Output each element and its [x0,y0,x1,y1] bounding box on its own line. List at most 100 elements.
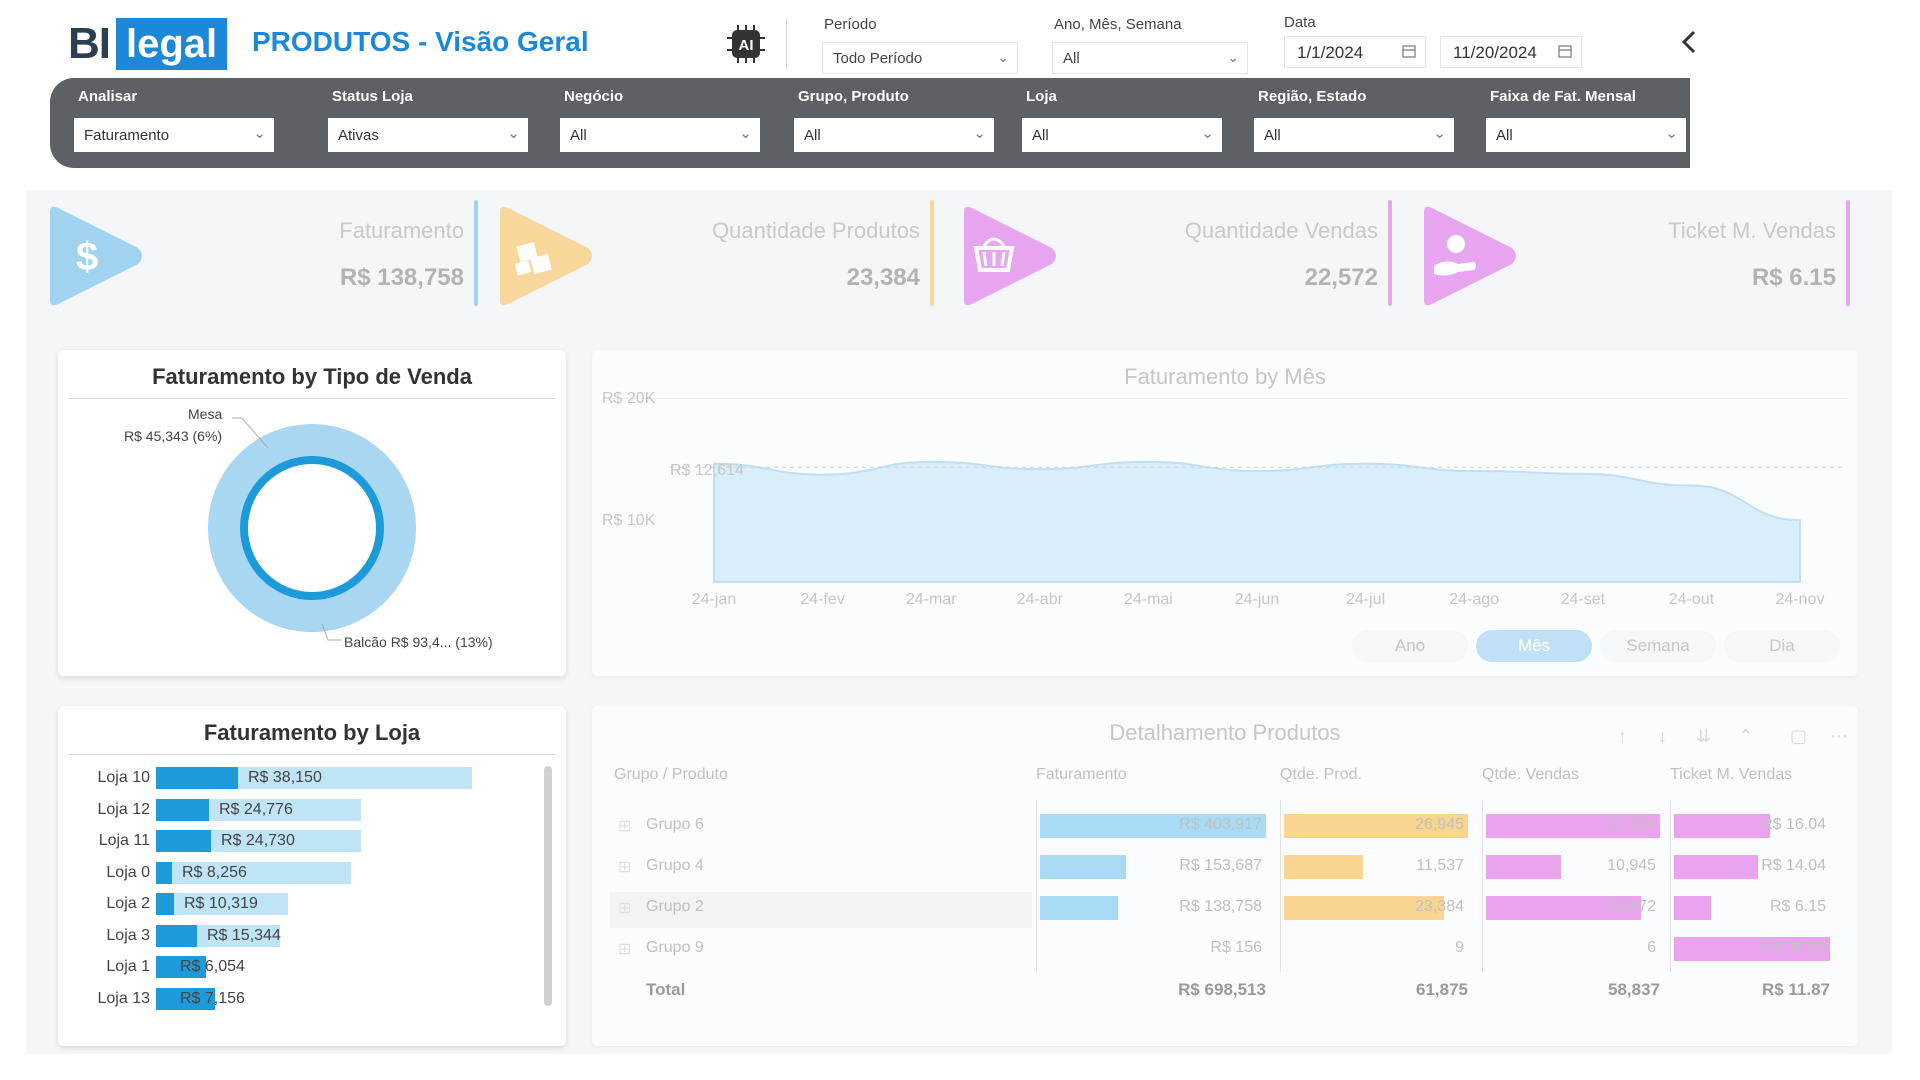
donut-slice-balcao[interactable] [208,424,416,632]
filter-label-negocio: Negócio [564,88,624,105]
hierarchy-icon[interactable]: ⌃ [1738,726,1754,746]
total-ticket: R$ 11.87 [1761,980,1830,999]
store-bar[interactable] [156,861,351,884]
periodo-select[interactable]: Todo Período ⌄ [822,42,1018,74]
chevron-down-icon: ⌄ [507,125,520,142]
more-options-icon[interactable]: ⋯ [1830,726,1848,746]
column-header-ticket[interactable]: Ticket M. Vendas [1670,766,1793,783]
date-end-value: 11/20/2024 [1453,43,1537,62]
cell-prod: 23,384 [1415,898,1464,915]
kpi-faturamento-title: Faturamento [339,218,464,243]
segment-semana[interactable]: Semana [1600,630,1716,662]
segment-dia[interactable]: Dia [1724,630,1840,662]
donut-chart[interactable] [204,420,420,636]
store-name: Loja 0 [106,863,150,881]
store-bar-highlight[interactable] [156,956,206,978]
filter-select-analisar[interactable]: Faturamento ⌄ [74,118,274,152]
expand-row-icon[interactable]: ⊞ [618,941,632,958]
column-header-grupo[interactable]: Grupo / Produto [614,766,728,783]
store-row[interactable]: Loja 3 R$ 15,344 [58,924,566,948]
store-bar-highlight[interactable] [156,830,211,852]
chevron-down-icon: ⌄ [997,49,1009,65]
x-tick-label: 24-mai [1124,591,1173,608]
kpi-qtd-produtos-title: Quantidade Produtos [712,218,920,243]
cell-ticket: R$ 14.04 [1761,857,1826,874]
donut-leader-line [321,623,342,641]
filter-value: All [570,127,587,144]
filter-select-negocio[interactable]: All ⌄ [560,118,760,152]
data-bar-prod [1284,855,1363,879]
filter-select-status-loja[interactable]: Ativas ⌄ [328,118,528,152]
segment-ano[interactable]: Ano [1352,630,1468,662]
store-row[interactable]: Loja 10 R$ 38,150 [58,766,566,790]
date-end-input[interactable]: 11/20/2024 [1440,36,1582,68]
x-tick-label: 24-mar [906,591,957,608]
store-bar-highlight[interactable] [156,987,215,1010]
date-start-input[interactable]: 1/1/2024 [1284,36,1426,68]
store-bar[interactable] [156,893,288,915]
column-header-qtde-prod[interactable]: Qtde. Prod. [1280,766,1362,783]
filter-select-regiao-estado[interactable]: All ⌄ [1254,118,1454,152]
expand-all-icon[interactable]: ⇊ [1696,726,1712,746]
chevron-down-icon: ⌄ [253,125,266,142]
store-name: Loja 3 [106,926,150,944]
store-bar-highlight[interactable] [156,767,238,789]
boxes-icon [500,206,592,306]
drill-down-icon[interactable]: ↓ [1658,726,1667,746]
filter-label-analisar: Analisar [78,88,138,105]
filter-label-status-loja: Status Loja [332,88,413,105]
store-bar-highlight[interactable] [156,893,174,915]
line-chart-title: Faturamento by Mês [1124,364,1326,389]
store-row[interactable]: Loja 0 R$ 8,256 [58,861,566,885]
data-bar-vendas [1486,814,1660,838]
column-divider [1036,800,1037,972]
page-title: PRODUTOS - Visão Geral [252,26,589,57]
data-label: Data [1284,14,1316,31]
store-name: Loja 10 [97,769,151,786]
ano-mes-semana-select[interactable]: All ⌄ [1052,42,1248,74]
column-header-faturamento[interactable]: Faturamento [1036,766,1127,783]
calendar-icon[interactable] [1401,43,1417,59]
store-bar-highlight[interactable] [156,798,209,821]
store-row[interactable]: Loja 11 R$ 24,730 [58,829,566,853]
expand-row-icon[interactable]: ⊞ [618,859,632,876]
date-start-value: 1/1/2024 [1297,43,1364,62]
store-row[interactable]: Loja 1 R$ 6,054 [58,955,566,979]
store-row[interactable]: Loja 12 R$ 24,776 [58,798,566,822]
store-bar-highlight[interactable] [156,861,172,884]
focus-mode-icon[interactable]: ▢ [1790,726,1808,746]
cell-fat: R$ 153,687 [1179,857,1262,874]
store-row[interactable]: Loja 2 R$ 10,319 [58,892,566,916]
area-series-faturamento[interactable] [713,460,1801,583]
column-header-qtde-vendas[interactable]: Qtde. Vendas [1482,766,1579,783]
periodo-value: Todo Período [833,50,923,67]
kpi-ticket-value: R$ 6.15 [1751,264,1836,291]
filter-select-loja[interactable]: All ⌄ [1022,118,1222,152]
donut-slice-mesa[interactable] [240,456,384,600]
collapse-arrow-icon[interactable] [1678,28,1700,56]
donut-label-mesa-value: R$ 45,343 (6%) [124,428,223,444]
ai-chip-icon[interactable]: AI [726,24,766,64]
store-value-label: R$ 24,776 [219,800,293,818]
column-divider [1280,800,1281,972]
filter-select-grupo-produto[interactable]: All ⌄ [794,118,994,152]
svg-text:$: $ [76,235,98,279]
data-bar-vendas [1486,855,1561,879]
segment-mes[interactable]: Mês [1476,630,1592,662]
store-bar-highlight[interactable] [156,924,197,947]
stores-scrollbar[interactable] [544,766,552,1006]
chevron-down-icon: ⌄ [1665,125,1678,142]
card-divider [602,398,1848,399]
drill-up-icon[interactable]: ↑ [1618,726,1627,746]
calendar-icon[interactable] [1557,43,1573,59]
store-row[interactable]: Loja 13 R$ 7,156 [58,987,566,1011]
expand-row-icon[interactable]: ⊞ [618,818,632,835]
group-name: Grupo 4 [646,857,704,874]
cell-prod: 11,537 [1416,857,1464,874]
x-tick-label: 24-ago [1449,591,1499,608]
filter-value: Faturamento [84,127,170,144]
filter-select-faixa-fat[interactable]: All ⌄ [1486,118,1686,152]
store-value-label: R$ 15,344 [207,926,281,944]
expand-row-icon[interactable]: ⊞ [618,900,632,917]
